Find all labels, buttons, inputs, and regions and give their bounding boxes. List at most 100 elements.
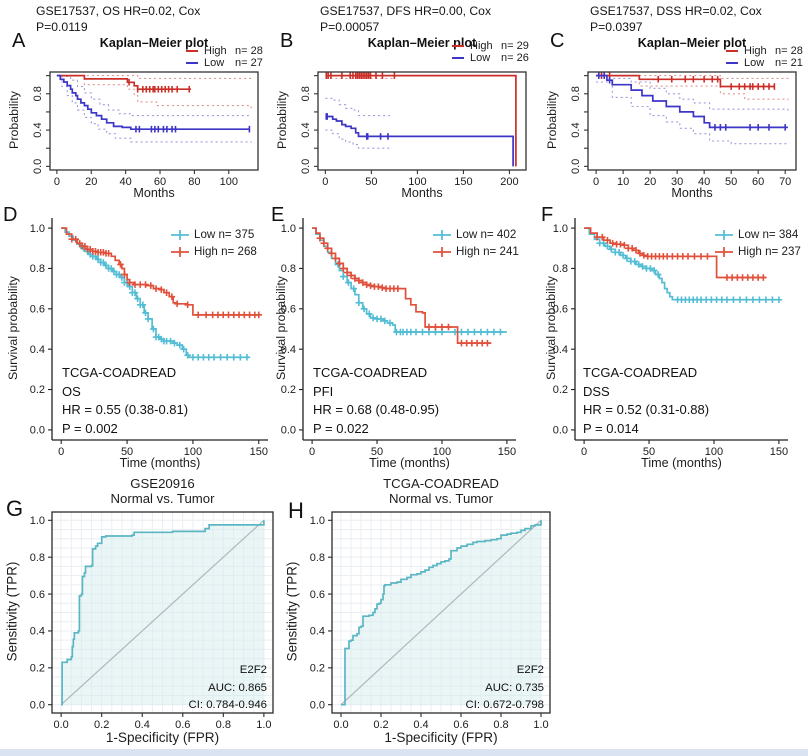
svg-text:0: 0 xyxy=(309,446,315,458)
svg-text:0: 0 xyxy=(58,446,64,458)
x-axis-label: Time (months) xyxy=(119,456,201,470)
svg-text:0.8: 0.8 xyxy=(493,719,508,731)
panel-H: 0.0 0.2 0.4 0.6 0.8 1.0 0.0 0.2 0.4 0.6 0.8 1.0 TCG… xyxy=(280,470,565,756)
svg-text:20: 20 xyxy=(644,176,656,188)
title-line: Normal vs. Tumor xyxy=(388,491,494,506)
y-axis-label: Survival probability xyxy=(544,276,558,380)
svg-text:0.4: 0.4 xyxy=(135,719,150,731)
svg-text:0.6: 0.6 xyxy=(30,589,45,601)
svg-text:1.0: 1.0 xyxy=(533,719,548,731)
svg-text:0.4: 0.4 xyxy=(32,122,44,137)
svg-text:0.2: 0.2 xyxy=(281,384,296,396)
plot-title: TCGA-COADREAD Normal vs. Tumor xyxy=(332,476,550,506)
legend: High n= 28 Low n= 27 xyxy=(186,45,263,69)
legend-key-plus-icon xyxy=(171,229,189,240)
legend-item: High n= 29 xyxy=(452,40,529,52)
x-axis-label: Months xyxy=(671,186,713,200)
svg-text:1.0: 1.0 xyxy=(30,223,45,235)
km-plot-F: 0 50 100 150 0.0 0.2 0.4 0.6 0.8 1.0 xyxy=(553,218,788,458)
svg-text:0.0: 0.0 xyxy=(53,719,68,731)
header-line: P=0.0397 xyxy=(590,19,643,34)
svg-text:0.2: 0.2 xyxy=(553,384,568,396)
svg-text:0.8: 0.8 xyxy=(300,86,312,101)
plot-title: GSE20916 Normal vs. Tumor xyxy=(52,476,273,506)
svg-text:100: 100 xyxy=(184,446,202,458)
svg-text:100: 100 xyxy=(433,446,451,458)
svg-text:0.0: 0.0 xyxy=(310,699,325,711)
x-axis-label: Time (months) xyxy=(369,456,450,470)
svg-text:0.6: 0.6 xyxy=(281,304,296,316)
footer-strip xyxy=(0,749,808,756)
legend-count: n= 26 xyxy=(501,52,529,64)
legend-key-plus-icon xyxy=(433,246,451,257)
legend-count: n= 28 xyxy=(775,45,803,57)
svg-text:60: 60 xyxy=(752,176,764,188)
svg-text:0.0: 0.0 xyxy=(570,159,582,174)
legend-key-plus-icon xyxy=(433,229,451,240)
svg-text:0.8: 0.8 xyxy=(281,263,296,275)
title-line: Normal vs. Tumor xyxy=(110,491,215,506)
legend-label: Low n= 375 xyxy=(194,228,255,241)
svg-text:70: 70 xyxy=(779,176,791,188)
header-line: P=0.00057 xyxy=(320,19,380,34)
legend-key-dash-icon xyxy=(726,50,738,52)
panel-letter: E xyxy=(271,204,285,226)
svg-text:0.0: 0.0 xyxy=(32,159,44,174)
svg-text:50: 50 xyxy=(725,176,737,188)
svg-text:0.8: 0.8 xyxy=(32,86,44,101)
svg-text:100: 100 xyxy=(705,446,723,458)
legend-count: n= 29 xyxy=(501,40,529,52)
legend-item: Low n= 375 xyxy=(170,226,257,243)
svg-text:0.0: 0.0 xyxy=(30,425,45,437)
svg-text:0.8: 0.8 xyxy=(216,719,231,731)
svg-text:150: 150 xyxy=(250,446,268,458)
svg-text:0.0: 0.0 xyxy=(281,425,296,437)
svg-text:100: 100 xyxy=(220,176,238,188)
annotation-line: CI: 0.672-0.798 xyxy=(465,699,544,712)
legend-label: High n= 241 xyxy=(456,245,519,258)
annotation-line: P = 0.014 xyxy=(583,420,639,436)
svg-text:0.0: 0.0 xyxy=(300,159,312,174)
annotation-line: TCGA-COADREAD xyxy=(313,365,428,380)
annotation-line: E2F2 xyxy=(239,664,267,676)
header-line: GSE17537, OS HR=0.02, Cox xyxy=(36,4,201,18)
y-axis-label: Sensitivity (TPR) xyxy=(4,561,20,662)
svg-text:0: 0 xyxy=(581,446,587,458)
legend-label: High xyxy=(470,40,493,52)
svg-text:0.2: 0.2 xyxy=(30,663,45,675)
svg-text:0.6: 0.6 xyxy=(30,304,45,316)
legend-key-dash-icon xyxy=(186,50,198,52)
svg-text:0.0: 0.0 xyxy=(553,425,568,437)
legend-key-dash-icon xyxy=(452,45,464,47)
panel-letter: D xyxy=(3,204,18,226)
x-axis-label: Months xyxy=(401,186,443,200)
legend-label: Low xyxy=(204,57,225,69)
km-plot-C: 0 10 20 30 40 50 60 70 0.0 0.4 0.8 xyxy=(570,71,797,188)
auc-annotation: E2F2 AUC: 0.865 CI: 0.784-0.946 xyxy=(188,662,267,715)
legend-label: High n= 237 xyxy=(738,245,801,258)
svg-text:0.4: 0.4 xyxy=(281,344,296,356)
annotation-line: HR = 0.55 (0.38-0.81) xyxy=(62,402,189,418)
annotation-line: AUC: 0.735 xyxy=(485,681,544,694)
svg-text:0.2: 0.2 xyxy=(30,384,45,396)
annotation-line: DSS xyxy=(583,383,610,399)
annotation-line: CI: 0.784-0.946 xyxy=(188,699,267,712)
legend-key-plus-icon xyxy=(715,246,733,257)
y-axis-label: Sensitivity (TPR) xyxy=(284,561,300,662)
legend: Low n= 384 High n= 237 xyxy=(714,226,801,260)
legend: High n= 29 Low n= 26 xyxy=(452,40,529,64)
svg-text:150: 150 xyxy=(770,446,788,458)
legend-item: High n= 28 xyxy=(726,45,803,57)
panel-letter: B xyxy=(280,30,294,52)
title-line: GSE20916 xyxy=(130,476,195,491)
svg-text:100: 100 xyxy=(408,176,426,188)
panel-F: 0 50 100 150 0.0 0.2 0.4 0.6 0.8 1.0 F Low n= 384… xyxy=(538,200,808,475)
svg-text:0.8: 0.8 xyxy=(30,263,45,275)
km-plot-B: 0 50 100 150 200 0.0 0.4 0.8 xyxy=(300,71,527,188)
svg-text:0.4: 0.4 xyxy=(30,344,45,356)
panel-E: 0 50 100 150 0.0 0.2 0.4 0.6 0.8 1.0 E Low n= 402… xyxy=(268,200,538,475)
svg-text:1.0: 1.0 xyxy=(310,515,325,527)
x-axis-label: Months xyxy=(133,186,175,200)
legend-count: n= 27 xyxy=(235,57,263,69)
